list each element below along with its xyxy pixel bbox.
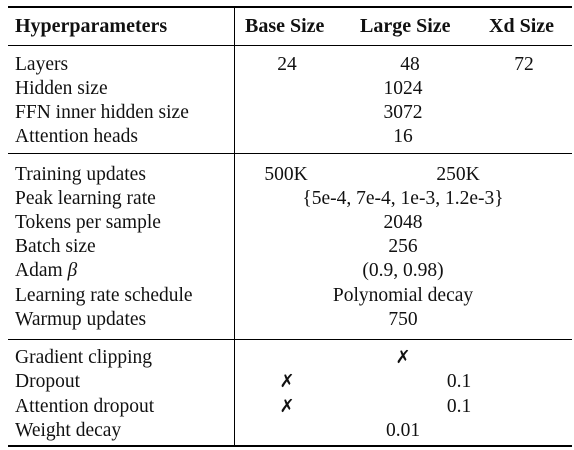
warmup-label: Warmup updates [15, 309, 147, 330]
warmup-value: 750 [388, 309, 418, 330]
header-rule [8, 45, 572, 46]
header-base-size: Base Size [245, 15, 325, 37]
att-dropout-other-value: 0.1 [446, 396, 472, 417]
beta-symbol: β [67, 260, 78, 281]
top-rule [8, 6, 572, 8]
training-updates-base: 500K [264, 164, 308, 185]
adam-label-row: Adam β [15, 259, 77, 283]
section2-rule [8, 339, 572, 340]
hidden-size-label: Hidden size [15, 78, 108, 99]
clipping-label: Gradient clipping [15, 347, 153, 368]
heads-label: Attention heads [15, 126, 138, 147]
peak-lr-value: {5e-4, 7e-4, 1e-3, 1.2e-3} [302, 188, 504, 209]
weight-decay-value: 0.01 [385, 420, 421, 441]
training-updates-large: 250K [436, 164, 480, 185]
training-updates-label: Training updates [15, 164, 146, 185]
header-hyperparameters: Hyperparameters [15, 15, 168, 37]
header-xd-size: Xd Size [489, 15, 554, 37]
hidden-size-value: 1024 [383, 78, 423, 99]
bottom-rule [8, 445, 572, 447]
layers-xd: 72 [514, 54, 534, 75]
ffn-value: 3072 [383, 102, 423, 123]
section1-rule [8, 153, 572, 154]
tokens-value: 2048 [383, 212, 423, 233]
weight-decay-label: Weight decay [15, 420, 122, 441]
layers-base: 24 [277, 54, 297, 75]
att-dropout-label: Attention dropout [15, 396, 155, 417]
column-divider [234, 6, 235, 446]
dropout-other-value: 0.1 [446, 371, 472, 392]
layers-label: Layers [15, 54, 69, 75]
layers-large: 48 [400, 54, 420, 75]
att-dropout-base-cross-icon: ✗ [279, 396, 295, 417]
schedule-value: Polynomial decay [332, 285, 474, 306]
peak-lr-label: Peak learning rate [15, 188, 156, 209]
heads-value: 16 [393, 126, 413, 147]
batch-label: Batch size [15, 236, 96, 257]
dropout-label: Dropout [15, 371, 80, 392]
tokens-label: Tokens per sample [15, 212, 161, 233]
header-large-size: Large Size [360, 15, 451, 37]
batch-value: 256 [388, 236, 418, 257]
clipping-cross-icon: ✗ [395, 347, 411, 368]
adam-value: (0.9, 0.98) [362, 260, 444, 281]
ffn-label: FFN inner hidden size [15, 102, 189, 123]
adam-label: Adam [15, 260, 63, 281]
dropout-base-cross-icon: ✗ [279, 371, 295, 392]
schedule-label: Learning rate schedule [15, 285, 193, 306]
